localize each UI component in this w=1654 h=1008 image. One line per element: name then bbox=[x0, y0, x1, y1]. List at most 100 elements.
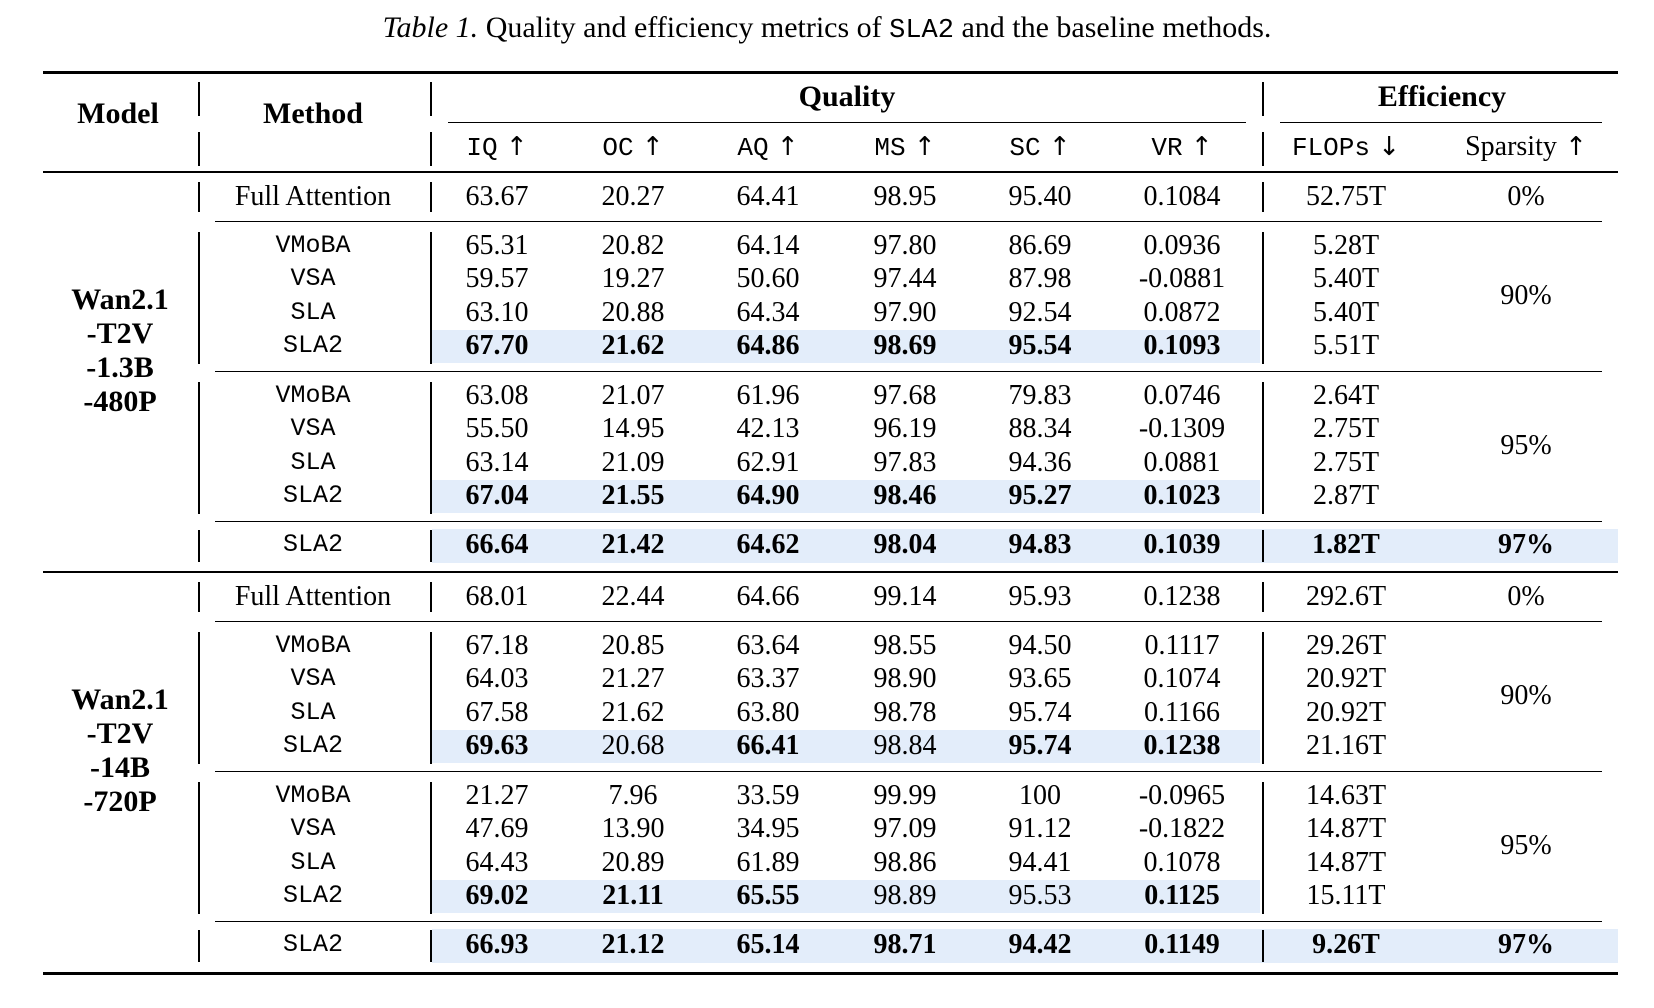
metric-value: 98.89 bbox=[873, 879, 937, 911]
method-name: SLA bbox=[290, 697, 336, 727]
metric-value: 0.1084 bbox=[1143, 181, 1221, 212]
method-name: VMoBA bbox=[275, 781, 351, 810]
metric-value: 97.09 bbox=[873, 813, 937, 845]
header-sc: SC ↑ bbox=[940, 130, 1140, 164]
column-divider bbox=[1262, 382, 1264, 514]
column-divider bbox=[1262, 930, 1264, 962]
metric-value: 33.59 bbox=[736, 780, 800, 811]
method-name: SLA bbox=[290, 447, 336, 477]
metric-value: 20.89 bbox=[601, 846, 665, 878]
flops-value: 5.40T bbox=[1312, 296, 1380, 328]
metric-value: 95.74 bbox=[1008, 696, 1072, 728]
column-divider bbox=[430, 382, 432, 514]
metric-value: 64.62 bbox=[736, 529, 800, 560]
metric-value: 99.14 bbox=[873, 581, 937, 612]
group-separator-rule bbox=[215, 371, 1602, 372]
metric-value: 79.83 bbox=[1008, 380, 1072, 411]
metric-value: 64.90 bbox=[736, 479, 800, 511]
bottom-rule bbox=[43, 972, 1618, 975]
metric-value: 88.34 bbox=[1008, 413, 1072, 445]
model-name-line: -720P bbox=[83, 785, 157, 818]
metric-value: 63.64 bbox=[736, 630, 800, 661]
metric-value: 0.1149 bbox=[1144, 929, 1220, 960]
arrow-down-icon: ↓ bbox=[1369, 132, 1401, 162]
metric-value: 50.60 bbox=[736, 263, 800, 295]
metric-value: 65.31 bbox=[465, 230, 529, 261]
metric-value: 20.27 bbox=[601, 181, 665, 212]
metric-value: 59.57 bbox=[465, 263, 529, 295]
column-divider bbox=[1262, 182, 1264, 212]
metric-value: 0.1238 bbox=[1143, 581, 1221, 612]
column-divider bbox=[198, 930, 200, 962]
metric-value: 21.55 bbox=[601, 479, 665, 511]
column-divider bbox=[430, 632, 432, 764]
method-name: SLA2 bbox=[282, 480, 343, 510]
model-name-line: -1.3B bbox=[86, 351, 154, 384]
metric-value: 94.83 bbox=[1008, 529, 1072, 560]
metric-value: 21.62 bbox=[601, 696, 665, 728]
sparsity-value: 95% bbox=[1500, 429, 1552, 461]
column-divider bbox=[430, 182, 432, 212]
metric-value: 95.40 bbox=[1008, 181, 1072, 212]
column-divider bbox=[1262, 132, 1264, 166]
metric-value: 64.03 bbox=[465, 663, 529, 695]
method-name: SLA bbox=[290, 847, 336, 877]
metric-value: 98.86 bbox=[873, 846, 937, 878]
metric-value: 55.50 bbox=[465, 413, 529, 445]
flops-value: 14.87T bbox=[1305, 813, 1387, 845]
model-name-line: -T2V bbox=[86, 317, 154, 350]
metric-value: 64.41 bbox=[736, 181, 800, 212]
sparsity-value: 90% bbox=[1500, 679, 1552, 711]
metric-value: 62.91 bbox=[736, 446, 800, 478]
header-label: AQ bbox=[737, 133, 769, 163]
column-divider bbox=[198, 82, 200, 116]
header-model: Model bbox=[77, 97, 159, 130]
flops-value: 20.92T bbox=[1305, 696, 1387, 728]
metric-value: 0.1039 bbox=[1143, 529, 1221, 560]
metric-value: 61.89 bbox=[736, 846, 800, 878]
column-divider bbox=[198, 182, 200, 212]
model-name-line: -14B bbox=[90, 751, 150, 784]
header-sparsity: Sparsity ↑ bbox=[1426, 130, 1626, 164]
model-name-line: Wan2.1 bbox=[71, 683, 169, 716]
metric-value: 0.1238 bbox=[1143, 729, 1221, 761]
metric-value: 63.80 bbox=[736, 696, 800, 728]
metric-value: 7.96 bbox=[608, 780, 658, 811]
method-name: SLA bbox=[290, 297, 336, 327]
method-name: SLA2 bbox=[282, 330, 343, 360]
model-name-line: -480P bbox=[83, 385, 157, 418]
flops-value: 2.75T bbox=[1312, 446, 1380, 478]
header-ms: MS ↑ bbox=[805, 130, 1005, 164]
group-separator-rule bbox=[215, 521, 1602, 522]
arrow-up-icon: ↑ bbox=[1556, 132, 1587, 162]
highlight-band bbox=[432, 479, 1260, 513]
model-name-line: Wan2.1 bbox=[71, 283, 169, 316]
metric-value: 0.1093 bbox=[1143, 329, 1221, 361]
metric-value: 20.85 bbox=[601, 630, 665, 661]
method-name: Full Attention bbox=[234, 181, 392, 212]
arrow-up-icon: ↑ bbox=[1040, 132, 1071, 162]
header-label: Sparsity bbox=[1465, 131, 1557, 162]
column-divider bbox=[430, 582, 432, 612]
header-oc: OC ↑ bbox=[533, 130, 733, 164]
metric-value: 66.64 bbox=[465, 529, 529, 560]
metric-value: 100 bbox=[1019, 780, 1061, 811]
metric-value: 87.98 bbox=[1008, 263, 1072, 295]
efficiency-underline bbox=[1280, 122, 1602, 123]
metric-value: 65.55 bbox=[736, 879, 800, 911]
header-method: Method bbox=[263, 97, 363, 130]
flops-value: 52.75T bbox=[1305, 181, 1387, 212]
flops-value: 29.26T bbox=[1305, 630, 1387, 661]
sparsity-value: 90% bbox=[1500, 279, 1552, 311]
metric-value: 95.27 bbox=[1008, 479, 1072, 511]
column-divider bbox=[198, 382, 200, 514]
metric-value: 86.69 bbox=[1008, 230, 1072, 261]
metric-value: 98.69 bbox=[873, 329, 937, 361]
metric-value: 98.71 bbox=[873, 929, 937, 960]
header-vr: VR ↑ bbox=[1082, 130, 1282, 164]
header-aq: AQ ↑ bbox=[668, 130, 868, 164]
header-efficiency: Efficiency bbox=[1377, 80, 1507, 113]
metric-value: 21.12 bbox=[601, 929, 665, 960]
flops-value: 14.87T bbox=[1305, 846, 1387, 878]
method-name: VSA bbox=[290, 264, 336, 294]
